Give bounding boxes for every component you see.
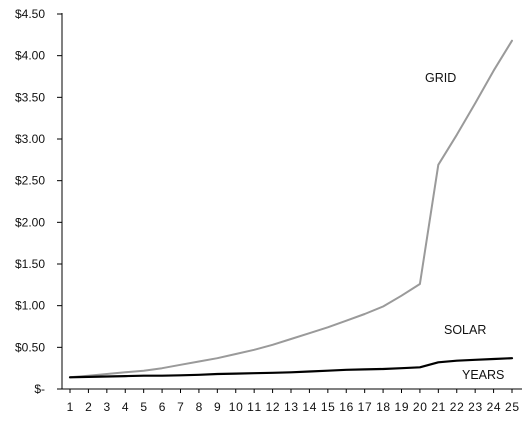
x-tick-label: 11 [247, 400, 261, 414]
x-tick-label: 21 [431, 400, 445, 414]
x-tick-label: 18 [376, 400, 390, 414]
x-tick-label: 20 [413, 400, 427, 414]
x-tick-label: 13 [284, 400, 298, 414]
y-tick-label: $3.50 [15, 90, 45, 104]
x-tick-label: 10 [229, 400, 243, 414]
y-tick-label: $4.00 [15, 49, 45, 63]
x-tick-label: 15 [321, 400, 335, 414]
axes [61, 13, 522, 390]
x-tick-label: 5 [140, 400, 147, 414]
y-axis-ticks: $- $0.50 $1.00 $1.50 $2.00 $2.50 $3.00 $3.50 $4.… [15, 7, 62, 396]
x-tick-label: 25 [505, 400, 519, 414]
annotations: GRID SOLAR YEARS [425, 71, 504, 382]
y-tick-label: $4.50 [15, 7, 45, 21]
x-tick-label: 19 [395, 400, 409, 414]
x-tick-label: 16 [339, 400, 353, 414]
annotation-grid: GRID [425, 71, 456, 85]
series-line-grid [69, 39, 513, 379]
x-tick-label: 23 [468, 400, 482, 414]
x-tick-label: 17 [358, 400, 372, 414]
x-tick-label: 22 [450, 400, 464, 414]
x-tick-label: 4 [122, 400, 129, 414]
x-tick-label: 14 [302, 400, 316, 414]
x-tick-label: 9 [214, 400, 221, 414]
annotation-years: YEARS [462, 368, 504, 382]
x-tick-label: 1 [67, 400, 74, 414]
x-tick-label: 2 [85, 400, 92, 414]
x-tick-label: 7 [177, 400, 184, 414]
x-tick-label: 12 [266, 400, 280, 414]
x-axis-ticks: 1 2 3 4 5 6 7 8 9 10 11 12 13 14 15 16 17 18 19 20 21 22 23 24 2… [67, 389, 519, 414]
series-line-solar [68, 357, 514, 379]
y-tick-label: $2.50 [15, 174, 45, 188]
y-tick-label: $- [34, 382, 45, 396]
y-tick-label: $1.00 [15, 299, 45, 313]
x-tick-label: 3 [103, 400, 110, 414]
y-tick-label: $2.00 [15, 215, 45, 229]
y-tick-label: $3.00 [15, 132, 45, 146]
annotation-solar: SOLAR [444, 323, 486, 337]
y-tick-label: $0.50 [15, 340, 45, 354]
x-tick-label: 8 [196, 400, 203, 414]
x-tick-label: 24 [487, 400, 501, 414]
y-tick-label: $1.50 [15, 257, 45, 271]
x-tick-label: 6 [159, 400, 166, 414]
series-lines [68, 39, 514, 379]
